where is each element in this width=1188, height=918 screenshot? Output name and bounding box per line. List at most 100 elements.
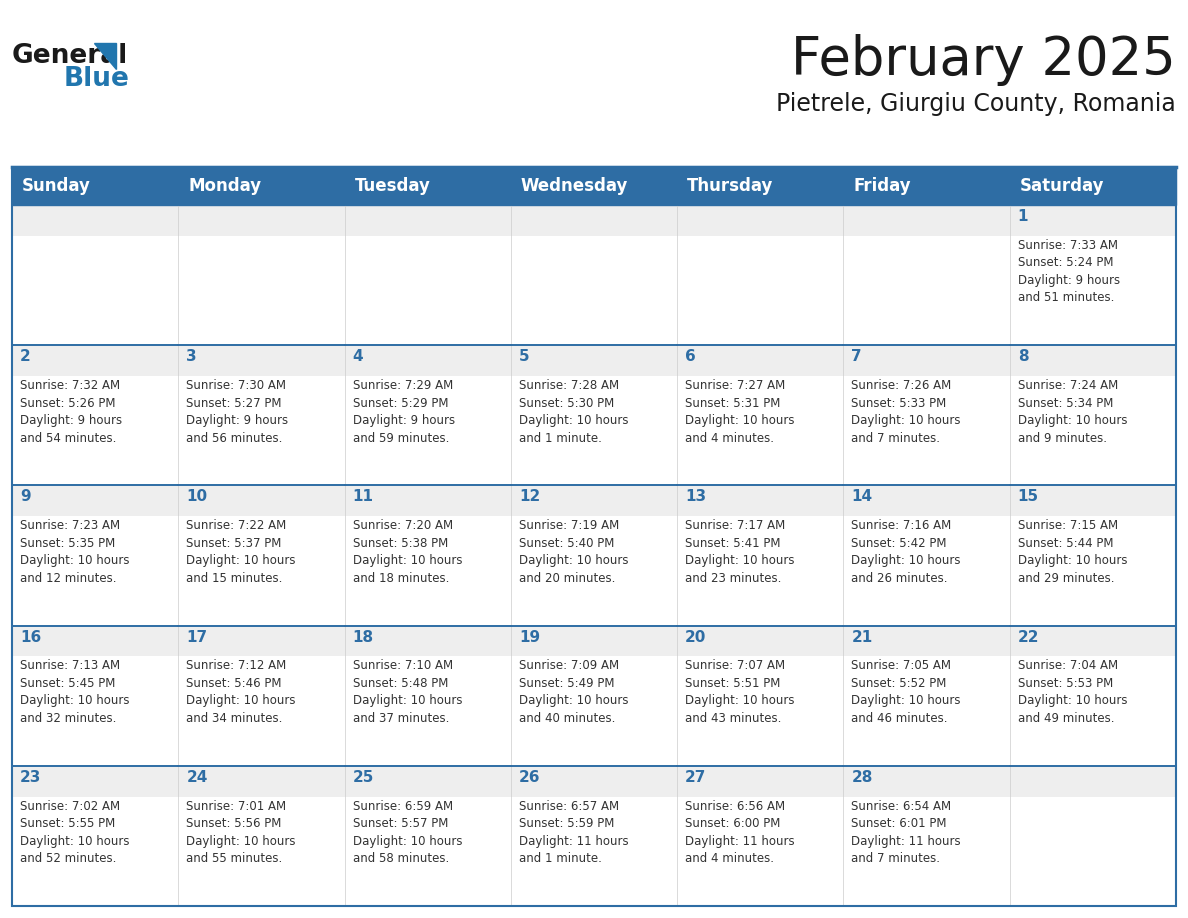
Text: 6: 6 [685, 349, 696, 364]
Bar [677, 345, 843, 376]
Bar [677, 766, 843, 797]
Bar [12, 205, 178, 236]
Text: Sunrise: 7:02 AM
Sunset: 5:55 PM
Daylight: 10 hours
and 52 minutes.: Sunrise: 7:02 AM Sunset: 5:55 PM Dayligh… [20, 800, 129, 865]
Text: Sunrise: 7:26 AM
Sunset: 5:33 PM
Daylight: 10 hours
and 7 minutes.: Sunrise: 7:26 AM Sunset: 5:33 PM Dayligh… [852, 379, 961, 444]
Bar [178, 486, 345, 625]
Bar [843, 486, 1010, 516]
Text: 2: 2 [20, 349, 31, 364]
Bar [345, 766, 511, 797]
Text: Sunrise: 7:19 AM
Sunset: 5:40 PM
Daylight: 10 hours
and 20 minutes.: Sunrise: 7:19 AM Sunset: 5:40 PM Dayligh… [519, 520, 628, 585]
Text: 22: 22 [1018, 630, 1040, 644]
Bar [178, 345, 345, 486]
Bar [1010, 766, 1176, 797]
Text: 10: 10 [187, 489, 208, 504]
Bar [511, 625, 677, 766]
Text: 5: 5 [519, 349, 530, 364]
Text: Thursday: Thursday [687, 177, 773, 195]
Text: 21: 21 [852, 630, 873, 644]
Text: 14: 14 [852, 489, 872, 504]
Text: Sunrise: 7:10 AM
Sunset: 5:48 PM
Daylight: 10 hours
and 37 minutes.: Sunrise: 7:10 AM Sunset: 5:48 PM Dayligh… [353, 659, 462, 725]
Bar [511, 486, 677, 516]
Text: 9: 9 [20, 489, 31, 504]
Bar [843, 625, 1010, 766]
Bar [677, 625, 843, 656]
Text: Monday: Monday [188, 177, 261, 195]
Bar [511, 345, 677, 376]
Text: 25: 25 [353, 770, 374, 785]
Text: Sunrise: 7:01 AM
Sunset: 5:56 PM
Daylight: 10 hours
and 55 minutes.: Sunrise: 7:01 AM Sunset: 5:56 PM Dayligh… [187, 800, 296, 865]
Text: General: General [12, 43, 128, 69]
Bar [12, 625, 178, 656]
Text: 19: 19 [519, 630, 541, 644]
Bar [345, 625, 511, 766]
Bar [511, 766, 677, 906]
Bar [345, 205, 511, 345]
Text: Friday: Friday [853, 177, 911, 195]
Bar [1010, 625, 1176, 656]
Bar [511, 205, 677, 345]
Bar [345, 486, 511, 625]
Text: 7: 7 [852, 349, 862, 364]
Text: 12: 12 [519, 489, 541, 504]
Text: Sunrise: 7:30 AM
Sunset: 5:27 PM
Daylight: 9 hours
and 56 minutes.: Sunrise: 7:30 AM Sunset: 5:27 PM Dayligh… [187, 379, 289, 444]
Text: Sunrise: 7:09 AM
Sunset: 5:49 PM
Daylight: 10 hours
and 40 minutes.: Sunrise: 7:09 AM Sunset: 5:49 PM Dayligh… [519, 659, 628, 725]
Bar [12, 167, 178, 205]
Text: Sunrise: 6:56 AM
Sunset: 6:00 PM
Daylight: 11 hours
and 4 minutes.: Sunrise: 6:56 AM Sunset: 6:00 PM Dayligh… [685, 800, 795, 865]
Text: 26: 26 [519, 770, 541, 785]
Bar [12, 167, 1176, 205]
Bar [677, 205, 843, 345]
Bar [12, 766, 178, 906]
Polygon shape [94, 43, 116, 69]
Text: Sunrise: 7:16 AM
Sunset: 5:42 PM
Daylight: 10 hours
and 26 minutes.: Sunrise: 7:16 AM Sunset: 5:42 PM Dayligh… [852, 520, 961, 585]
Bar [677, 486, 843, 516]
Bar [1010, 486, 1176, 516]
Text: Sunrise: 6:54 AM
Sunset: 6:01 PM
Daylight: 11 hours
and 7 minutes.: Sunrise: 6:54 AM Sunset: 6:01 PM Dayligh… [852, 800, 961, 865]
Text: Sunrise: 7:24 AM
Sunset: 5:34 PM
Daylight: 10 hours
and 9 minutes.: Sunrise: 7:24 AM Sunset: 5:34 PM Dayligh… [1018, 379, 1127, 444]
Bar [12, 345, 178, 376]
Text: 1: 1 [1018, 209, 1029, 224]
Text: Sunrise: 7:32 AM
Sunset: 5:26 PM
Daylight: 9 hours
and 54 minutes.: Sunrise: 7:32 AM Sunset: 5:26 PM Dayligh… [20, 379, 122, 444]
Bar [12, 205, 178, 345]
Bar [843, 766, 1010, 797]
Text: Sunrise: 7:23 AM
Sunset: 5:35 PM
Daylight: 10 hours
and 12 minutes.: Sunrise: 7:23 AM Sunset: 5:35 PM Dayligh… [20, 520, 129, 585]
Bar [843, 486, 1010, 625]
Text: 11: 11 [353, 489, 373, 504]
Bar [677, 205, 843, 236]
Bar [1010, 205, 1176, 236]
Bar [511, 766, 677, 797]
Text: Sunrise: 7:20 AM
Sunset: 5:38 PM
Daylight: 10 hours
and 18 minutes.: Sunrise: 7:20 AM Sunset: 5:38 PM Dayligh… [353, 520, 462, 585]
Bar [843, 205, 1010, 236]
Bar [178, 345, 345, 376]
Bar [178, 167, 345, 205]
Text: 17: 17 [187, 630, 208, 644]
Bar [345, 345, 511, 376]
Bar [511, 205, 677, 236]
Bar [511, 625, 677, 656]
Bar [1010, 167, 1176, 205]
Text: Sunrise: 7:04 AM
Sunset: 5:53 PM
Daylight: 10 hours
and 49 minutes.: Sunrise: 7:04 AM Sunset: 5:53 PM Dayligh… [1018, 659, 1127, 725]
Bar [677, 625, 843, 766]
Text: Sunrise: 6:59 AM
Sunset: 5:57 PM
Daylight: 10 hours
and 58 minutes.: Sunrise: 6:59 AM Sunset: 5:57 PM Dayligh… [353, 800, 462, 865]
Text: Sunrise: 7:15 AM
Sunset: 5:44 PM
Daylight: 10 hours
and 29 minutes.: Sunrise: 7:15 AM Sunset: 5:44 PM Dayligh… [1018, 520, 1127, 585]
Text: 28: 28 [852, 770, 873, 785]
Bar [843, 167, 1010, 205]
Text: 24: 24 [187, 770, 208, 785]
Text: 27: 27 [685, 770, 707, 785]
Text: Sunrise: 7:17 AM
Sunset: 5:41 PM
Daylight: 10 hours
and 23 minutes.: Sunrise: 7:17 AM Sunset: 5:41 PM Dayligh… [685, 520, 795, 585]
Bar [178, 625, 345, 656]
Text: Blue: Blue [64, 66, 129, 92]
Text: Sunrise: 7:33 AM
Sunset: 5:24 PM
Daylight: 9 hours
and 51 minutes.: Sunrise: 7:33 AM Sunset: 5:24 PM Dayligh… [1018, 239, 1120, 305]
Bar [1010, 625, 1176, 766]
Text: Sunday: Sunday [23, 177, 90, 195]
Bar [345, 625, 511, 656]
Text: Pietrele, Giurgiu County, Romania: Pietrele, Giurgiu County, Romania [776, 92, 1176, 116]
Text: 23: 23 [20, 770, 42, 785]
Bar [12, 167, 1176, 906]
Text: Sunrise: 7:05 AM
Sunset: 5:52 PM
Daylight: 10 hours
and 46 minutes.: Sunrise: 7:05 AM Sunset: 5:52 PM Dayligh… [852, 659, 961, 725]
Bar [511, 345, 677, 486]
Text: February 2025: February 2025 [791, 34, 1176, 86]
Bar [511, 486, 677, 625]
Text: 3: 3 [187, 349, 197, 364]
Bar [345, 766, 511, 906]
Text: Sunrise: 7:27 AM
Sunset: 5:31 PM
Daylight: 10 hours
and 4 minutes.: Sunrise: 7:27 AM Sunset: 5:31 PM Dayligh… [685, 379, 795, 444]
